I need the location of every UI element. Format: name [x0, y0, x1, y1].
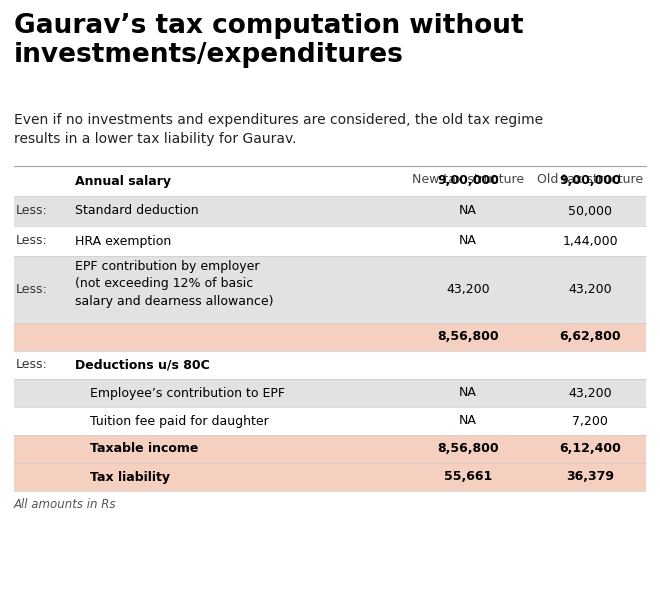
Text: NA: NA — [459, 414, 477, 428]
Bar — [14, 435, 646, 463]
Text: Even if no investments and expenditures are considered, the old tax regime
resul: Even if no investments and expenditures … — [14, 113, 543, 146]
Text: NA: NA — [459, 204, 477, 218]
Text: 1,44,000: 1,44,000 — [562, 235, 618, 247]
Text: Old tax structure: Old tax structure — [537, 173, 643, 186]
Bar — [14, 196, 646, 226]
Text: HRA exemption: HRA exemption — [75, 235, 171, 247]
Text: 43,200: 43,200 — [446, 283, 490, 296]
Text: 43,200: 43,200 — [568, 283, 612, 296]
Text: 8,56,800: 8,56,800 — [437, 443, 499, 455]
Text: Tuition fee paid for daughter: Tuition fee paid for daughter — [90, 414, 269, 428]
Text: All amounts in Rs: All amounts in Rs — [14, 498, 117, 511]
Bar — [14, 379, 646, 407]
Text: 6,62,800: 6,62,800 — [559, 330, 621, 344]
Text: 36,379: 36,379 — [566, 470, 614, 484]
Text: Annual salary: Annual salary — [75, 174, 171, 188]
Text: Less:: Less: — [16, 359, 48, 371]
Text: Deductions u/s 80C: Deductions u/s 80C — [75, 359, 210, 371]
Text: Tax liability: Tax liability — [90, 470, 170, 484]
Text: Less:: Less: — [16, 235, 48, 247]
Text: 7,200: 7,200 — [572, 414, 608, 428]
Text: Less:: Less: — [16, 204, 48, 218]
Text: Standard deduction: Standard deduction — [75, 204, 199, 218]
Text: Less:: Less: — [16, 283, 48, 296]
Text: Taxable income: Taxable income — [90, 443, 199, 455]
Text: 9,00,000: 9,00,000 — [437, 174, 499, 188]
Text: EPF contribution by employer
(not exceeding 12% of basic
salary and dearness all: EPF contribution by employer (not exceed… — [75, 260, 273, 308]
Bar — [14, 256, 646, 323]
Text: 43,200: 43,200 — [568, 387, 612, 400]
Text: 9,00,000: 9,00,000 — [559, 174, 621, 188]
Text: 55,661: 55,661 — [444, 470, 492, 484]
Text: 50,000: 50,000 — [568, 204, 612, 218]
Text: 8,56,800: 8,56,800 — [437, 330, 499, 344]
Text: New tax structure: New tax structure — [412, 173, 524, 186]
Bar — [14, 463, 646, 491]
Bar — [14, 323, 646, 351]
Text: NA: NA — [459, 235, 477, 247]
Text: 6,12,400: 6,12,400 — [559, 443, 621, 455]
Text: NA: NA — [459, 387, 477, 400]
Text: Employee’s contribution to EPF: Employee’s contribution to EPF — [90, 387, 285, 400]
Text: Gaurav’s tax computation without
investments/expenditures: Gaurav’s tax computation without investm… — [14, 13, 523, 68]
